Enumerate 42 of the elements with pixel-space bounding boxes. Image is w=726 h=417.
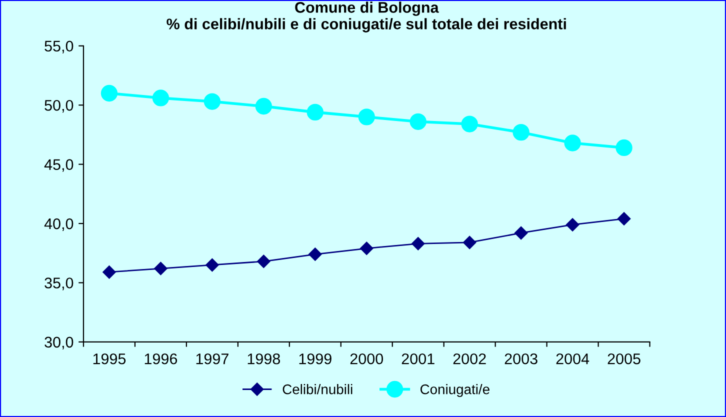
legend-label: Coniugati/e: [420, 384, 490, 397]
x-tick-label: 1996: [144, 353, 178, 364]
x-tick-label: 1995: [93, 353, 126, 364]
chart-title: Comune di Bologna % di celibi/nubili e di coniugati/e sul totale dei residenti: [166, 2, 566, 32]
point: [616, 139, 632, 156]
point: [204, 93, 221, 110]
point: [358, 108, 375, 126]
x-tick-label: 1999: [299, 353, 332, 364]
x-tick-label: 2001: [402, 353, 434, 364]
point: [410, 113, 426, 130]
point: [617, 212, 631, 226]
x-tick-label: 2003: [504, 353, 538, 364]
point: [514, 226, 528, 240]
x-tick-label: 2004: [556, 353, 590, 364]
x-tick-label: 1997: [196, 353, 228, 364]
point: [461, 116, 478, 132]
y-tick-label: 50,0: [44, 100, 74, 113]
point: [154, 262, 168, 276]
point: [306, 104, 324, 121]
point: [255, 98, 272, 115]
y-tick-label: 40,0: [44, 218, 74, 232]
legend-label: Celibi/nubili: [282, 384, 352, 394]
point: [257, 254, 270, 268]
point: [564, 134, 581, 152]
point: [152, 90, 170, 106]
point: [566, 218, 580, 232]
point: [412, 237, 425, 250]
y-tick-label: 55,0: [44, 40, 74, 54]
point: [463, 236, 476, 250]
point: [102, 265, 116, 279]
y-tick-label: 35,0: [44, 278, 74, 290]
point: [100, 84, 118, 102]
point: [360, 242, 374, 255]
x-tick-label: 2002: [453, 353, 486, 364]
point: [308, 248, 322, 261]
x-tick-label: 1998: [248, 353, 280, 364]
x-tick-label: 2000: [350, 353, 384, 364]
point: [512, 124, 530, 141]
y-tick-label: 45,0: [44, 159, 74, 172]
x-tick-label: 2005: [608, 353, 640, 364]
point: [206, 258, 219, 272]
y-tick-label: 30,0: [44, 336, 74, 350]
